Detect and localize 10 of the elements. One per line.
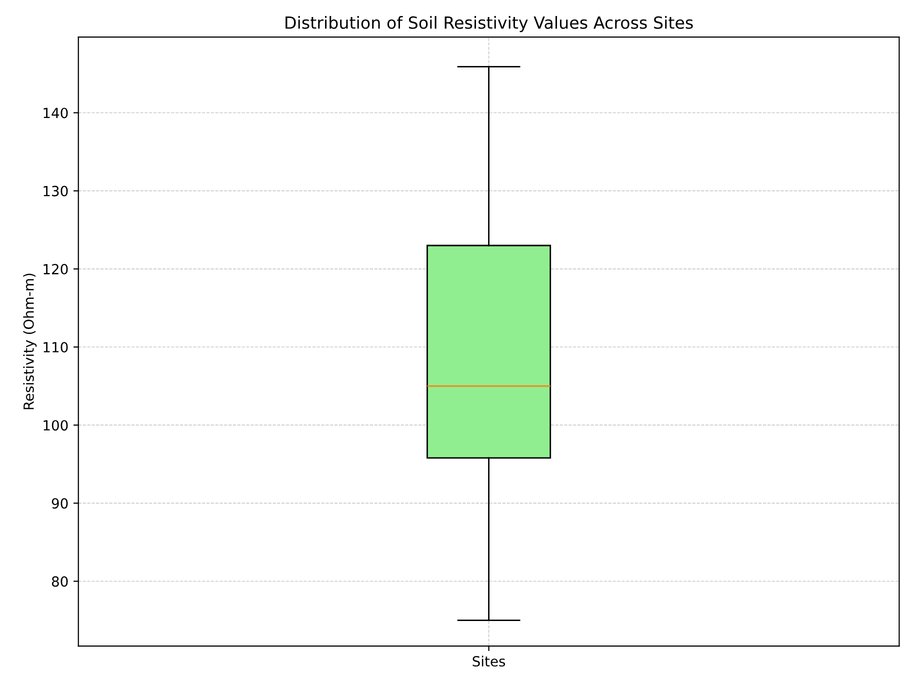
y-tick-label: 90 — [52, 498, 68, 509]
y-axis-title: Resistivity (Ohm-m) — [23, 274, 37, 410]
chart-title: Distribution of Soil Resistivity Values Across Sites — [286, 16, 693, 32]
y-tick-label: 140 — [44, 108, 68, 118]
x-tick-label: Sites — [472, 656, 506, 667]
y-tick-label: 120 — [44, 264, 68, 274]
y-tick-label: 100 — [44, 420, 68, 431]
y-tick-label: 130 — [44, 186, 68, 196]
y-tick-label: 80 — [52, 576, 68, 587]
y-tick-label: 110 — [44, 342, 68, 352]
